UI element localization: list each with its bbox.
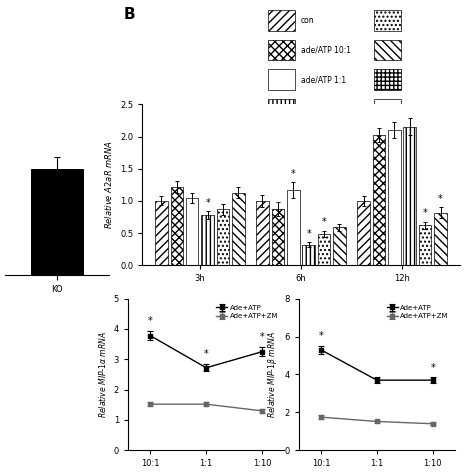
Y-axis label: Relative $A2aR$ mRNA: Relative $A2aR$ mRNA (103, 140, 115, 229)
Text: ade/ATP 10:1: ade/ATP 10:1 (301, 46, 351, 55)
Text: *: * (291, 169, 296, 179)
Bar (434, 212, 447, 265)
Bar (373, 135, 385, 265)
Legend: Ade+ATP, Ade+ATP+ZM: Ade+ATP, Ade+ATP+ZM (384, 302, 452, 322)
Text: *: * (205, 198, 210, 208)
Bar (287, 190, 300, 265)
Bar (357, 201, 370, 265)
Bar (171, 187, 183, 265)
Bar (267, 10, 295, 31)
Bar (374, 10, 401, 31)
Bar (256, 201, 269, 265)
Bar (31, 169, 83, 275)
Text: *: * (322, 218, 327, 228)
Text: *: * (438, 194, 443, 204)
Bar (374, 69, 401, 90)
Text: *: * (430, 363, 435, 373)
Text: *: * (204, 349, 209, 359)
Bar (201, 215, 214, 265)
Text: *: * (319, 331, 323, 341)
Bar (217, 210, 229, 265)
Bar (333, 228, 346, 265)
Bar (374, 40, 401, 60)
Bar (155, 201, 168, 265)
Bar (374, 99, 401, 119)
Bar (318, 234, 330, 265)
Text: con: con (301, 16, 315, 25)
Bar (302, 245, 315, 265)
Bar (267, 99, 295, 119)
Text: *: * (423, 209, 428, 219)
Text: *: * (306, 229, 311, 239)
Y-axis label: Relative $MIP$-$1\beta$ mRNA: Relative $MIP$-$1\beta$ mRNA (265, 331, 279, 418)
Bar (267, 69, 295, 90)
Legend: Ade+ATP, Ade+ATP+ZM: Ade+ATP, Ade+ATP+ZM (214, 302, 281, 322)
Bar (388, 130, 401, 265)
Text: ade/ATP 1:10: ade/ATP 1:10 (301, 105, 351, 114)
Text: ade/ATP 1:1: ade/ATP 1:1 (301, 75, 346, 84)
Bar (267, 40, 295, 60)
Bar (403, 127, 416, 265)
Bar (419, 226, 431, 265)
Bar (272, 209, 284, 265)
Text: *: * (148, 316, 153, 326)
Text: B: B (123, 7, 135, 22)
Y-axis label: Relative $MIP$-$1\alpha$ mRNA: Relative $MIP$-$1\alpha$ mRNA (97, 331, 108, 418)
Bar (186, 198, 199, 265)
Text: *: * (260, 332, 264, 342)
Bar (232, 192, 245, 265)
